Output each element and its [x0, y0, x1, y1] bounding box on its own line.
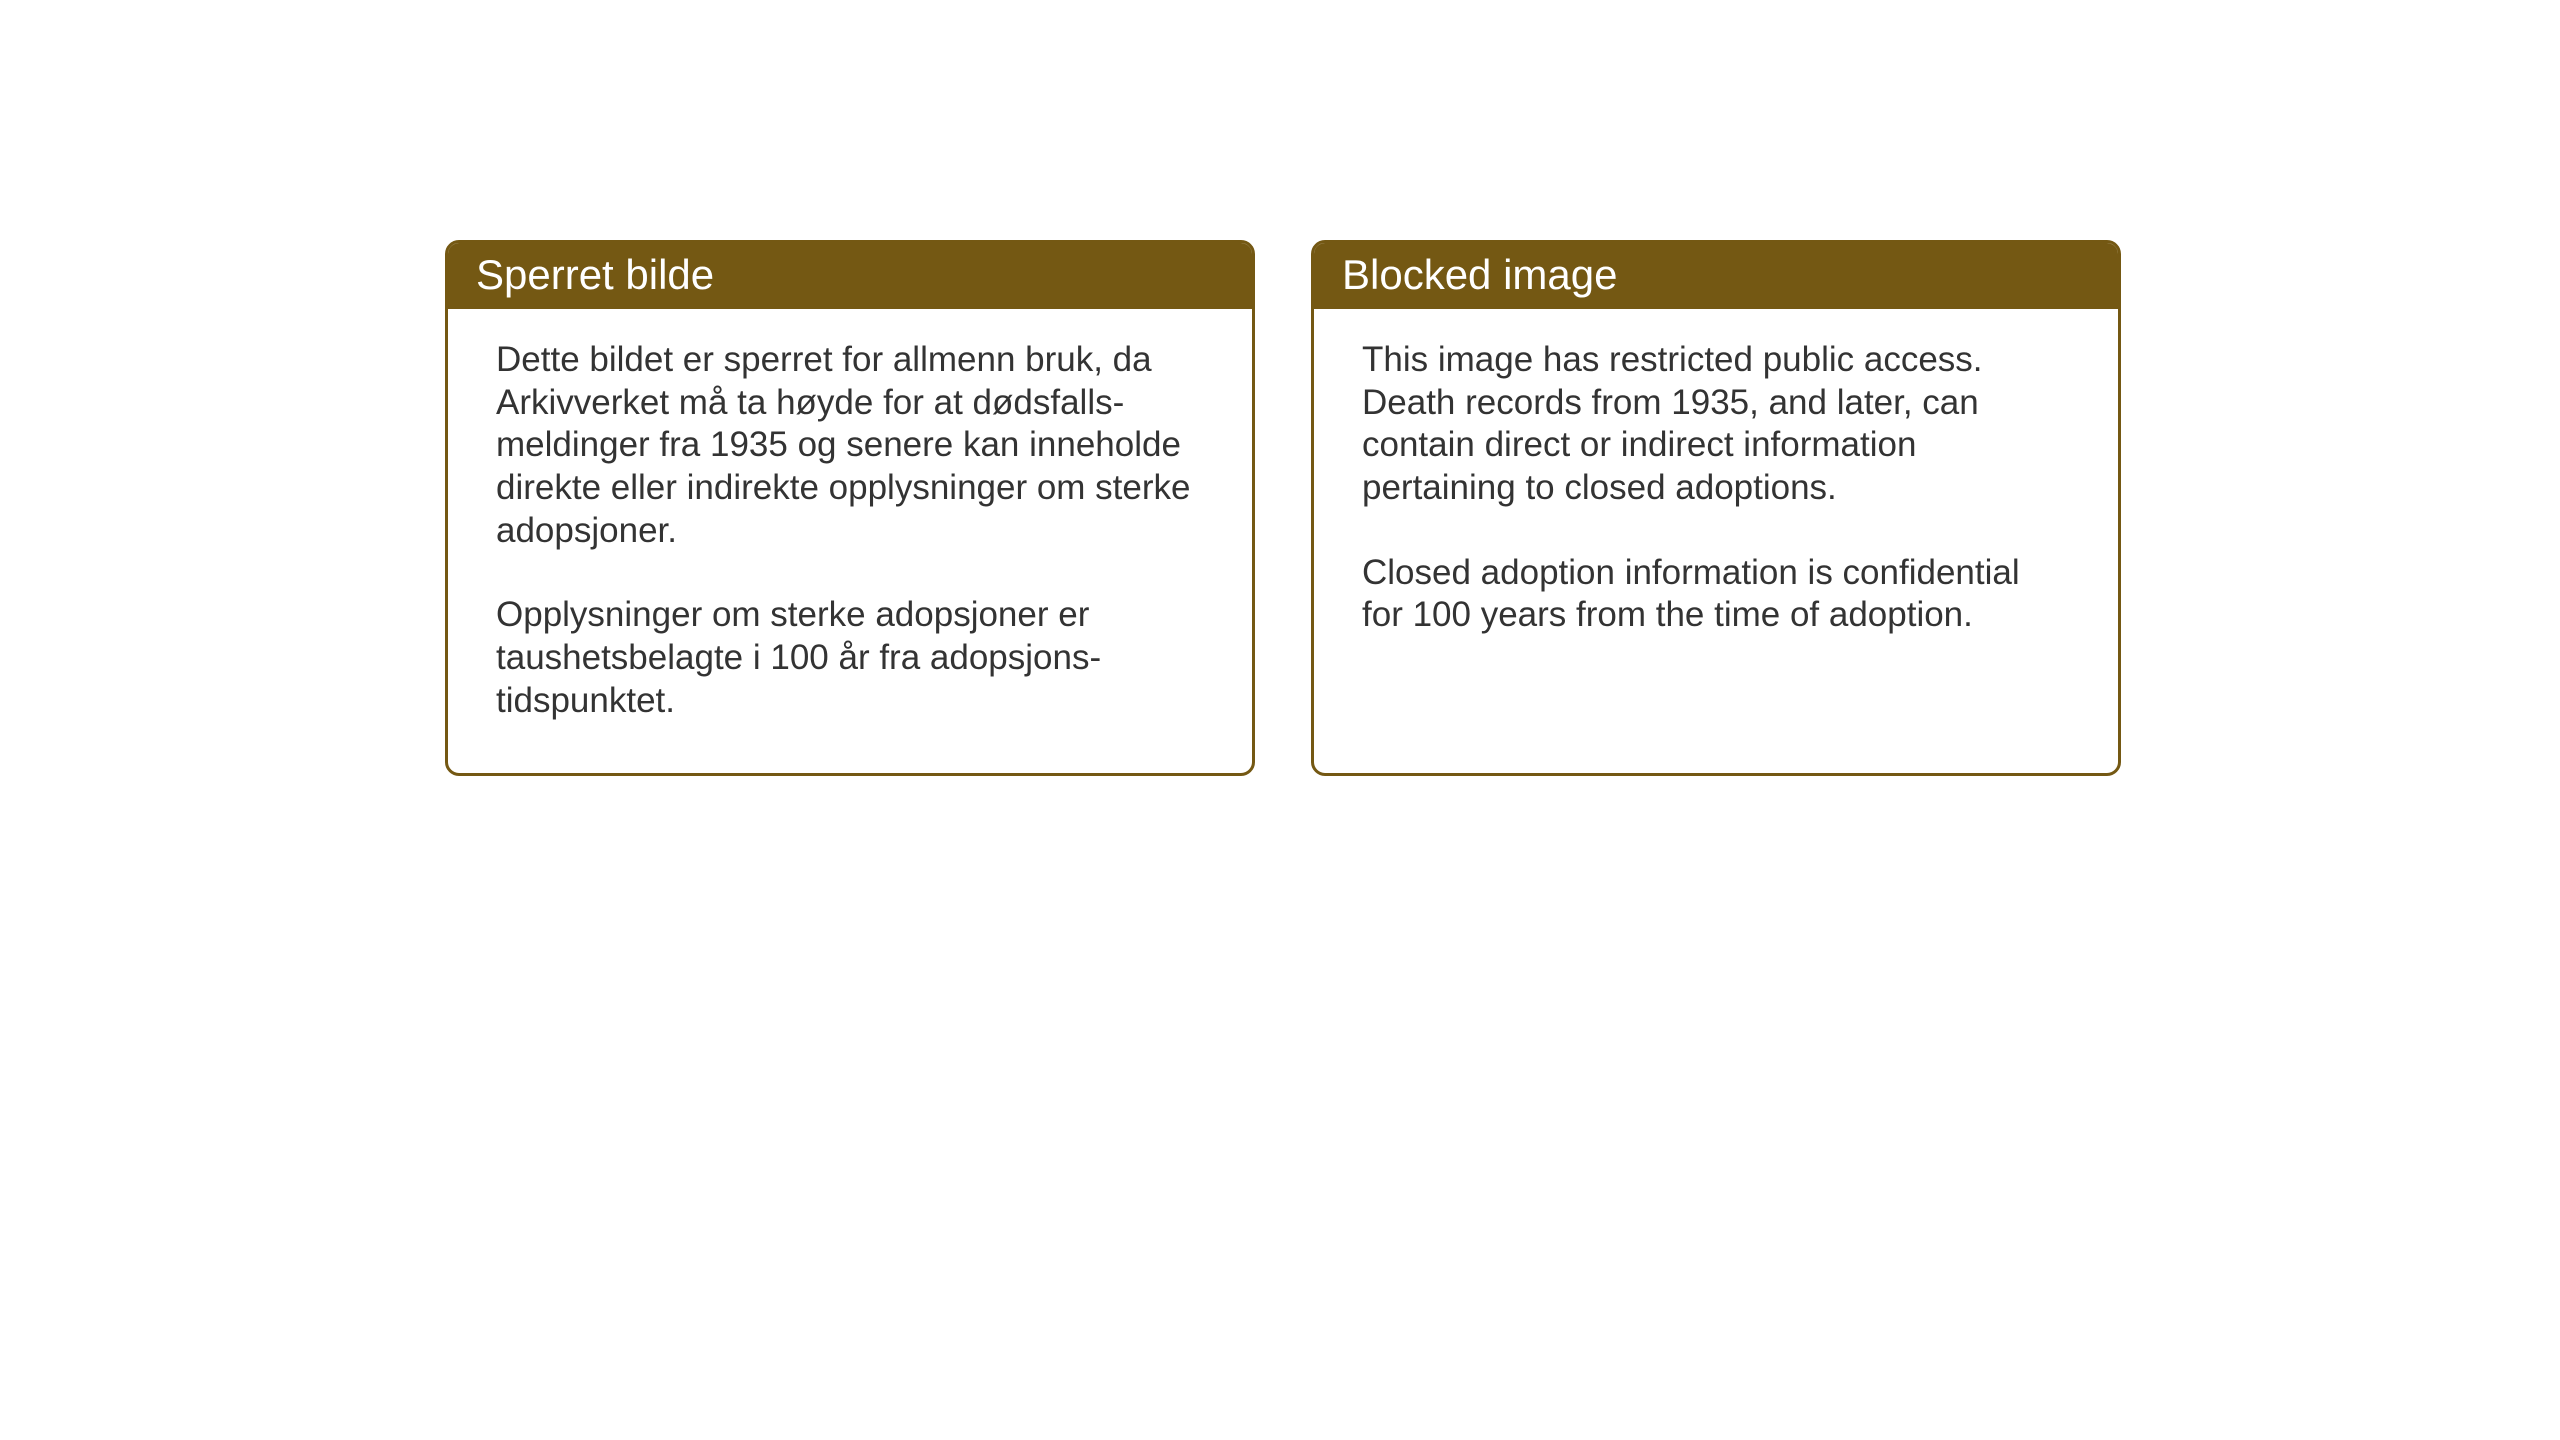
notice-paragraph: This image has restricted public access.…: [1362, 339, 2070, 510]
notice-body-english: This image has restricted public access.…: [1314, 309, 2118, 687]
notice-paragraph: Opplysninger om sterke adopsjoner er tau…: [496, 594, 1204, 722]
notice-body-norwegian: Dette bildet er sperret for allmenn bruk…: [448, 309, 1252, 773]
notice-header-norwegian: Sperret bilde: [448, 243, 1252, 309]
notice-box-english: Blocked image This image has restricted …: [1311, 240, 2121, 776]
notice-container: Sperret bilde Dette bildet er sperret fo…: [445, 240, 2121, 776]
notice-header-english: Blocked image: [1314, 243, 2118, 309]
notice-paragraph: Dette bildet er sperret for allmenn bruk…: [496, 339, 1204, 552]
notice-box-norwegian: Sperret bilde Dette bildet er sperret fo…: [445, 240, 1255, 776]
notice-paragraph: Closed adoption information is confident…: [1362, 552, 2070, 637]
